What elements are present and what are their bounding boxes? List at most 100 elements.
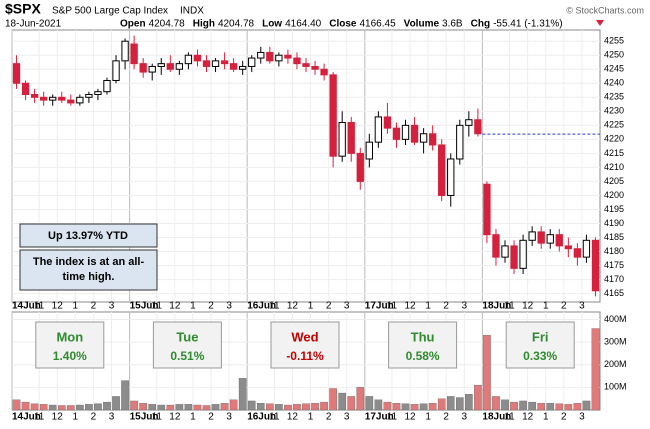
candle-body (519, 239, 527, 269)
x-tick-label: 2 (208, 301, 214, 312)
x-tick-label: 11 (387, 412, 398, 423)
x-tick-label: 11 (269, 412, 280, 423)
volume-bar (12, 399, 21, 411)
volume-bar (582, 400, 591, 411)
y-tick-label: 4225 (604, 120, 624, 130)
candle-body (94, 91, 102, 95)
x-tick-label: 12 (522, 301, 534, 312)
y-tick-label: 400M (604, 314, 627, 324)
volume-bar (48, 404, 57, 411)
field-label: Close (329, 19, 357, 30)
symbol: $SPX (5, 1, 41, 17)
y-tick-label: 4170 (604, 274, 624, 284)
volume-bar (347, 396, 356, 411)
x-tick-label: 16Jun (247, 412, 276, 423)
volume-bar (573, 403, 582, 411)
candle-body (465, 119, 473, 126)
x-tick-label: 12 (404, 301, 416, 312)
field-value: 4164.40 (285, 19, 322, 30)
x-tick-label: 3 (579, 412, 585, 423)
field-value: 3.6B (442, 19, 463, 30)
volume-bar (356, 387, 365, 411)
day-change: 0.51% (170, 349, 204, 363)
volume-bar (238, 378, 247, 411)
x-tick-label: 12 (52, 412, 64, 423)
volume-bar (184, 404, 193, 411)
y-tick-label: 4195 (604, 204, 624, 214)
x-tick-label: 1 (425, 301, 431, 312)
note-box (19, 249, 158, 291)
day-box (505, 321, 575, 369)
candle-body (492, 234, 500, 258)
candle-body (67, 99, 75, 104)
x-tick-label: 3 (226, 301, 232, 312)
candle-body (30, 93, 39, 98)
candle-body (447, 158, 455, 196)
candle-body (582, 239, 591, 258)
note-text: The index is at an all-time high. (32, 256, 145, 283)
volume-bar (112, 396, 120, 411)
y-tick-label: 4175 (604, 260, 624, 270)
day-name: Wed (291, 329, 318, 344)
x-tick-label: 2 (326, 412, 332, 423)
x-tick-label: 12 (287, 301, 299, 312)
volume-bar (76, 404, 84, 411)
candle-body (275, 54, 283, 62)
x-tick-label: 18Jun (482, 301, 511, 312)
x-tick-label: 11 (269, 301, 280, 312)
volume-bar (401, 403, 410, 411)
volume-bar (220, 403, 229, 411)
candle-body (211, 60, 220, 67)
x-tick-label: 3 (226, 412, 232, 423)
candle-body (555, 234, 563, 247)
x-tick-label: 1 (425, 412, 431, 423)
x-tick-label: 2 (561, 412, 567, 423)
x-tick-label: 2 (443, 301, 449, 312)
x-tick-label: 2 (91, 412, 97, 423)
x-tick-label: 1 (308, 412, 314, 423)
x-tick-label: 12 (287, 412, 299, 423)
candle-body (248, 57, 256, 67)
candle-body (157, 63, 165, 67)
volume-bar (437, 398, 446, 411)
candle-body (392, 127, 401, 140)
candle-body (410, 124, 419, 143)
volume-bar (419, 403, 428, 411)
day-change: 1.40% (53, 349, 87, 363)
y-tick-label: 4210 (604, 162, 624, 172)
candle-body (76, 96, 84, 104)
candle-body (103, 79, 111, 93)
volume-bar (329, 388, 337, 411)
x-tick-label: 2 (326, 301, 332, 312)
day-change: 0.58% (406, 349, 440, 363)
x-tick-label: 1 (543, 412, 549, 423)
volume-bar (103, 401, 111, 411)
y-tick-label: 4200 (604, 190, 624, 200)
y-tick-label: 200M (604, 359, 627, 369)
volume-bar (519, 400, 527, 411)
y-tick-label: 4205 (604, 176, 624, 186)
candle-body (537, 231, 545, 244)
candle-body (564, 245, 573, 250)
x-tick-label: 3 (344, 301, 350, 312)
volume-bar (139, 403, 147, 411)
x-tick-label: 3 (344, 412, 350, 423)
y-tick-label: 4220 (604, 134, 624, 144)
volume-bar (85, 404, 93, 411)
x-tick-label: 2 (91, 301, 97, 312)
x-tick-label: 3 (579, 301, 585, 312)
y-tick-label: 4215 (604, 148, 624, 158)
candle-body (58, 96, 66, 101)
copyright: © StockCharts.com (566, 5, 644, 15)
candle-body (383, 116, 392, 129)
volume-bar (130, 400, 138, 411)
x-tick-label: 1 (543, 301, 549, 312)
candle-body (202, 60, 211, 67)
volume-bar (30, 403, 39, 411)
candle-body (220, 60, 229, 65)
x-tick-label: 1 (73, 412, 79, 423)
candle-body (365, 141, 373, 160)
candle-body (139, 63, 147, 73)
volume-bar (383, 401, 392, 411)
